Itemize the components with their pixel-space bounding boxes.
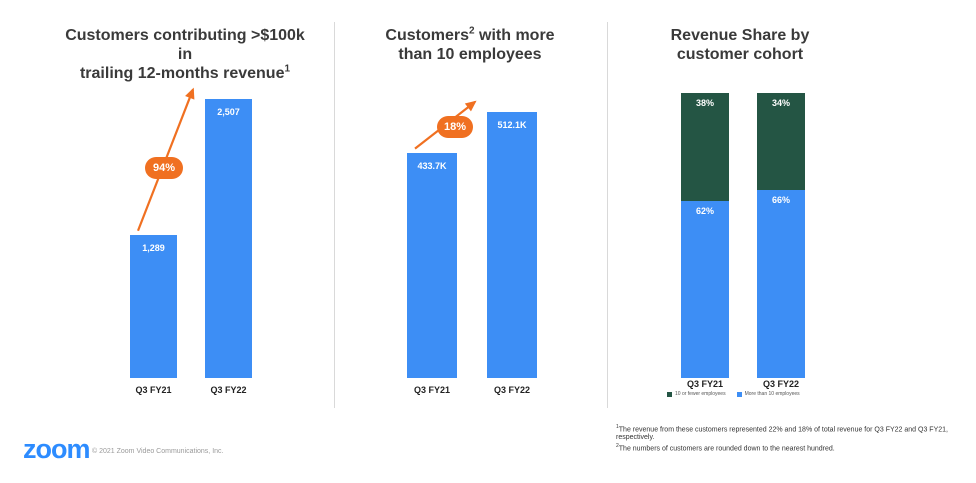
zoom-logo: zoom bbox=[23, 434, 90, 464]
footnote-ref: 2 bbox=[469, 25, 475, 37]
data-label: 38% bbox=[695, 98, 714, 108]
chart-title: Customers2 with more than 10 employees bbox=[350, 26, 590, 64]
panel-enterprise-customers: Customers contributing >$100k in trailin… bbox=[60, 0, 310, 410]
category-label: Q3 FY21 bbox=[135, 385, 172, 395]
data-label: 34% bbox=[771, 98, 790, 108]
panel-revenue-share: Revenue Share by customer cohort bbox=[640, 0, 840, 410]
title-line-2: than 10 employees bbox=[398, 46, 542, 63]
data-label: 433.7K bbox=[417, 160, 447, 171]
legend-swatch-blue bbox=[736, 391, 742, 397]
divider bbox=[607, 22, 608, 408]
stack-segment-more-than-10 bbox=[681, 201, 729, 378]
divider bbox=[334, 22, 335, 408]
title-line-2: trailing 12-months revenue bbox=[79, 65, 285, 82]
footnote-1: 1The revenue from these customers repres… bbox=[616, 423, 966, 442]
growth-badge: 94% bbox=[145, 157, 183, 179]
legend-label-blue: More than 10 employees bbox=[744, 391, 800, 397]
category-label: Q3 FY22 bbox=[210, 385, 247, 395]
panel-customers-10plus: Customers2 with more than 10 employees bbox=[350, 0, 590, 410]
title-line-2: customer cohort bbox=[676, 46, 804, 63]
stack-segment-10-or-fewer bbox=[681, 93, 729, 202]
data-label: 62% bbox=[695, 206, 714, 217]
footnote-2-text: The numbers of customers are rounded dow… bbox=[618, 445, 835, 453]
copyright: © 2021 Zoom Video Communications, Inc. bbox=[92, 448, 224, 455]
growth-badge: 18% bbox=[437, 116, 473, 138]
title-pre: Customers bbox=[385, 27, 469, 44]
legend-label-dark: 10 or fewer employees bbox=[675, 391, 726, 397]
bar-q3-fy22 bbox=[487, 111, 537, 378]
bar-q3-fy21 bbox=[407, 152, 457, 378]
legend: 10 or fewer employees More than 10 emplo… bbox=[667, 391, 800, 397]
category-label: Q3 FY21 bbox=[686, 379, 724, 389]
footnote-2: 2The numbers of customers are rounded do… bbox=[616, 442, 966, 453]
stack-segment-more-than-10 bbox=[757, 189, 805, 378]
category-label: Q3 FY22 bbox=[762, 379, 800, 389]
chart-title: Customers contributing >$100k in trailin… bbox=[60, 26, 310, 83]
category-label: Q3 FY22 bbox=[493, 385, 531, 395]
data-label: 512.1K bbox=[497, 119, 527, 130]
legend-swatch-dark bbox=[667, 391, 672, 397]
chart-title: Revenue Share by customer cohort bbox=[640, 26, 840, 64]
title-post: with more bbox=[474, 27, 555, 44]
data-label: 1,289 bbox=[142, 242, 165, 253]
footnote-2-marker: 2 bbox=[616, 443, 619, 450]
stack-segment-10-or-fewer bbox=[757, 93, 805, 190]
footnote-1-marker: 1 bbox=[616, 424, 619, 430]
category-label: Q3 FY21 bbox=[413, 385, 451, 395]
bar-q3-fy21 bbox=[130, 234, 177, 378]
footnotes: 1The revenue from these customers repres… bbox=[616, 423, 966, 454]
footnote-1-text: The revenue from these customers represe… bbox=[616, 426, 948, 442]
title-line-1: Customers contributing >$100k in bbox=[65, 27, 305, 63]
footnote-ref: 1 bbox=[284, 63, 291, 75]
data-label: 2,507 bbox=[217, 107, 240, 118]
bar-q3-fy22 bbox=[205, 99, 252, 378]
title-line-1: Revenue Share by bbox=[670, 27, 810, 44]
data-label: 66% bbox=[771, 194, 790, 205]
